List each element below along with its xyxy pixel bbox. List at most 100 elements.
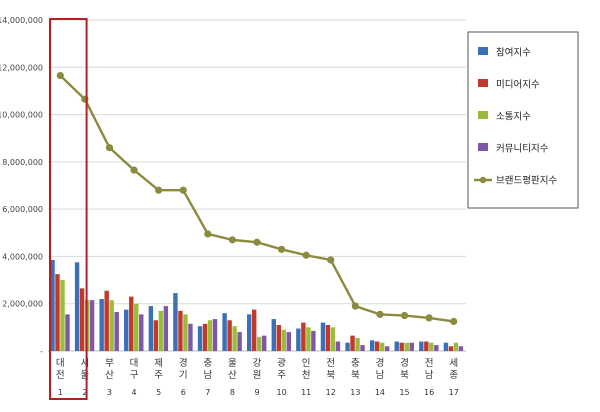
bar-4-16 [434, 345, 439, 351]
line-point-13 [351, 302, 359, 310]
bar-2-7 [202, 323, 208, 351]
rank-label: 9 [254, 388, 259, 397]
bar-1-2 [74, 262, 80, 351]
bar-4-9 [262, 335, 267, 351]
legend-label-4: 커뮤니티지수 [496, 144, 549, 155]
y-tick-label: 6,000,000 [2, 205, 43, 214]
line-point-12 [327, 256, 335, 264]
rank-label: 13 [350, 388, 360, 397]
bar-1-17 [443, 342, 449, 351]
bar-2-14 [374, 341, 380, 351]
bar-1-14 [369, 340, 375, 351]
rank-label: 2 [82, 388, 87, 397]
legend-swatch-3 [478, 111, 488, 119]
line-point-17 [450, 317, 458, 326]
highlight-box [49, 18, 88, 400]
bar-2-15 [399, 342, 404, 351]
line-point-1 [56, 71, 64, 80]
bar-3-13 [355, 337, 360, 351]
bar-1-8 [222, 313, 227, 351]
bar-4-1 [65, 314, 70, 351]
bar-4-2 [89, 300, 95, 351]
bar-1-9 [247, 314, 252, 351]
rank-label: 12 [326, 388, 336, 397]
bar-4-11 [311, 330, 316, 351]
line-point-15 [400, 311, 409, 320]
legend-swatch-1 [478, 47, 488, 55]
line-point-16 [425, 314, 433, 322]
bar-3-11 [306, 327, 311, 351]
bar-4-15 [409, 342, 414, 351]
legend-label-5: 브랜드평판지수 [496, 176, 557, 187]
bar-4-8 [237, 332, 242, 351]
y-tick-label: 14,000,000 [0, 16, 43, 25]
bar-2-8 [227, 320, 232, 351]
line-point-5 [155, 186, 163, 194]
bar-2-4 [129, 296, 134, 351]
bar-1-12 [320, 322, 326, 351]
legend-swatch-2 [478, 79, 488, 87]
bar-3-7 [207, 320, 213, 351]
legend-box [467, 31, 579, 209]
y-tick-label: 4,000,000 [2, 252, 43, 261]
legend-label-3: 소통지수 [496, 112, 531, 123]
line-point-11 [302, 251, 310, 259]
legend-marker [479, 176, 487, 184]
bar-1-11 [296, 328, 301, 351]
line-point-4 [130, 166, 138, 174]
bar-3-8 [232, 326, 237, 351]
line-point-3 [105, 144, 114, 152]
y-tick-label: 2,000,000 [2, 300, 43, 309]
bar-1-16 [419, 341, 424, 351]
bar-1-3 [99, 298, 104, 351]
line-point-10 [277, 245, 286, 253]
bar-1-13 [345, 342, 350, 351]
bar-2-13 [350, 335, 355, 351]
bar-3-5 [158, 310, 164, 351]
bar-2-2 [79, 288, 85, 351]
bar-1-15 [394, 341, 399, 351]
line-point-14 [376, 310, 384, 318]
bar-4-17 [458, 346, 464, 351]
line-point-9 [253, 238, 261, 246]
rank-label: 15 [399, 388, 409, 397]
bar-4-13 [360, 345, 365, 351]
bar-2-10 [276, 324, 281, 351]
bar-4-12 [335, 341, 341, 351]
bar-4-6 [188, 323, 193, 351]
bar-3-3 [109, 300, 114, 351]
bar-1-6 [173, 293, 178, 351]
bar-2-11 [301, 322, 306, 351]
bar-4-14 [384, 346, 390, 351]
bar-3-17 [453, 342, 459, 351]
bar-2-3 [104, 290, 109, 351]
bar-3-6 [183, 314, 188, 351]
bar-4-4 [139, 314, 144, 351]
rank-label: 16 [424, 388, 434, 397]
bar-2-17 [448, 346, 454, 351]
bar-4-3 [114, 311, 119, 351]
bar-3-4 [134, 303, 139, 351]
y-tick-label: 10,000,000 [0, 111, 43, 120]
bar-3-1 [60, 280, 65, 351]
bar-2-12 [325, 324, 331, 351]
bar-3-9 [257, 336, 262, 351]
rank-label: 5 [156, 388, 161, 397]
line-point-6 [179, 186, 187, 194]
rank-label: 14 [375, 388, 385, 397]
bar-4-7 [212, 319, 218, 351]
rank-label: 3 [107, 388, 112, 397]
bar-1-7 [197, 326, 203, 351]
